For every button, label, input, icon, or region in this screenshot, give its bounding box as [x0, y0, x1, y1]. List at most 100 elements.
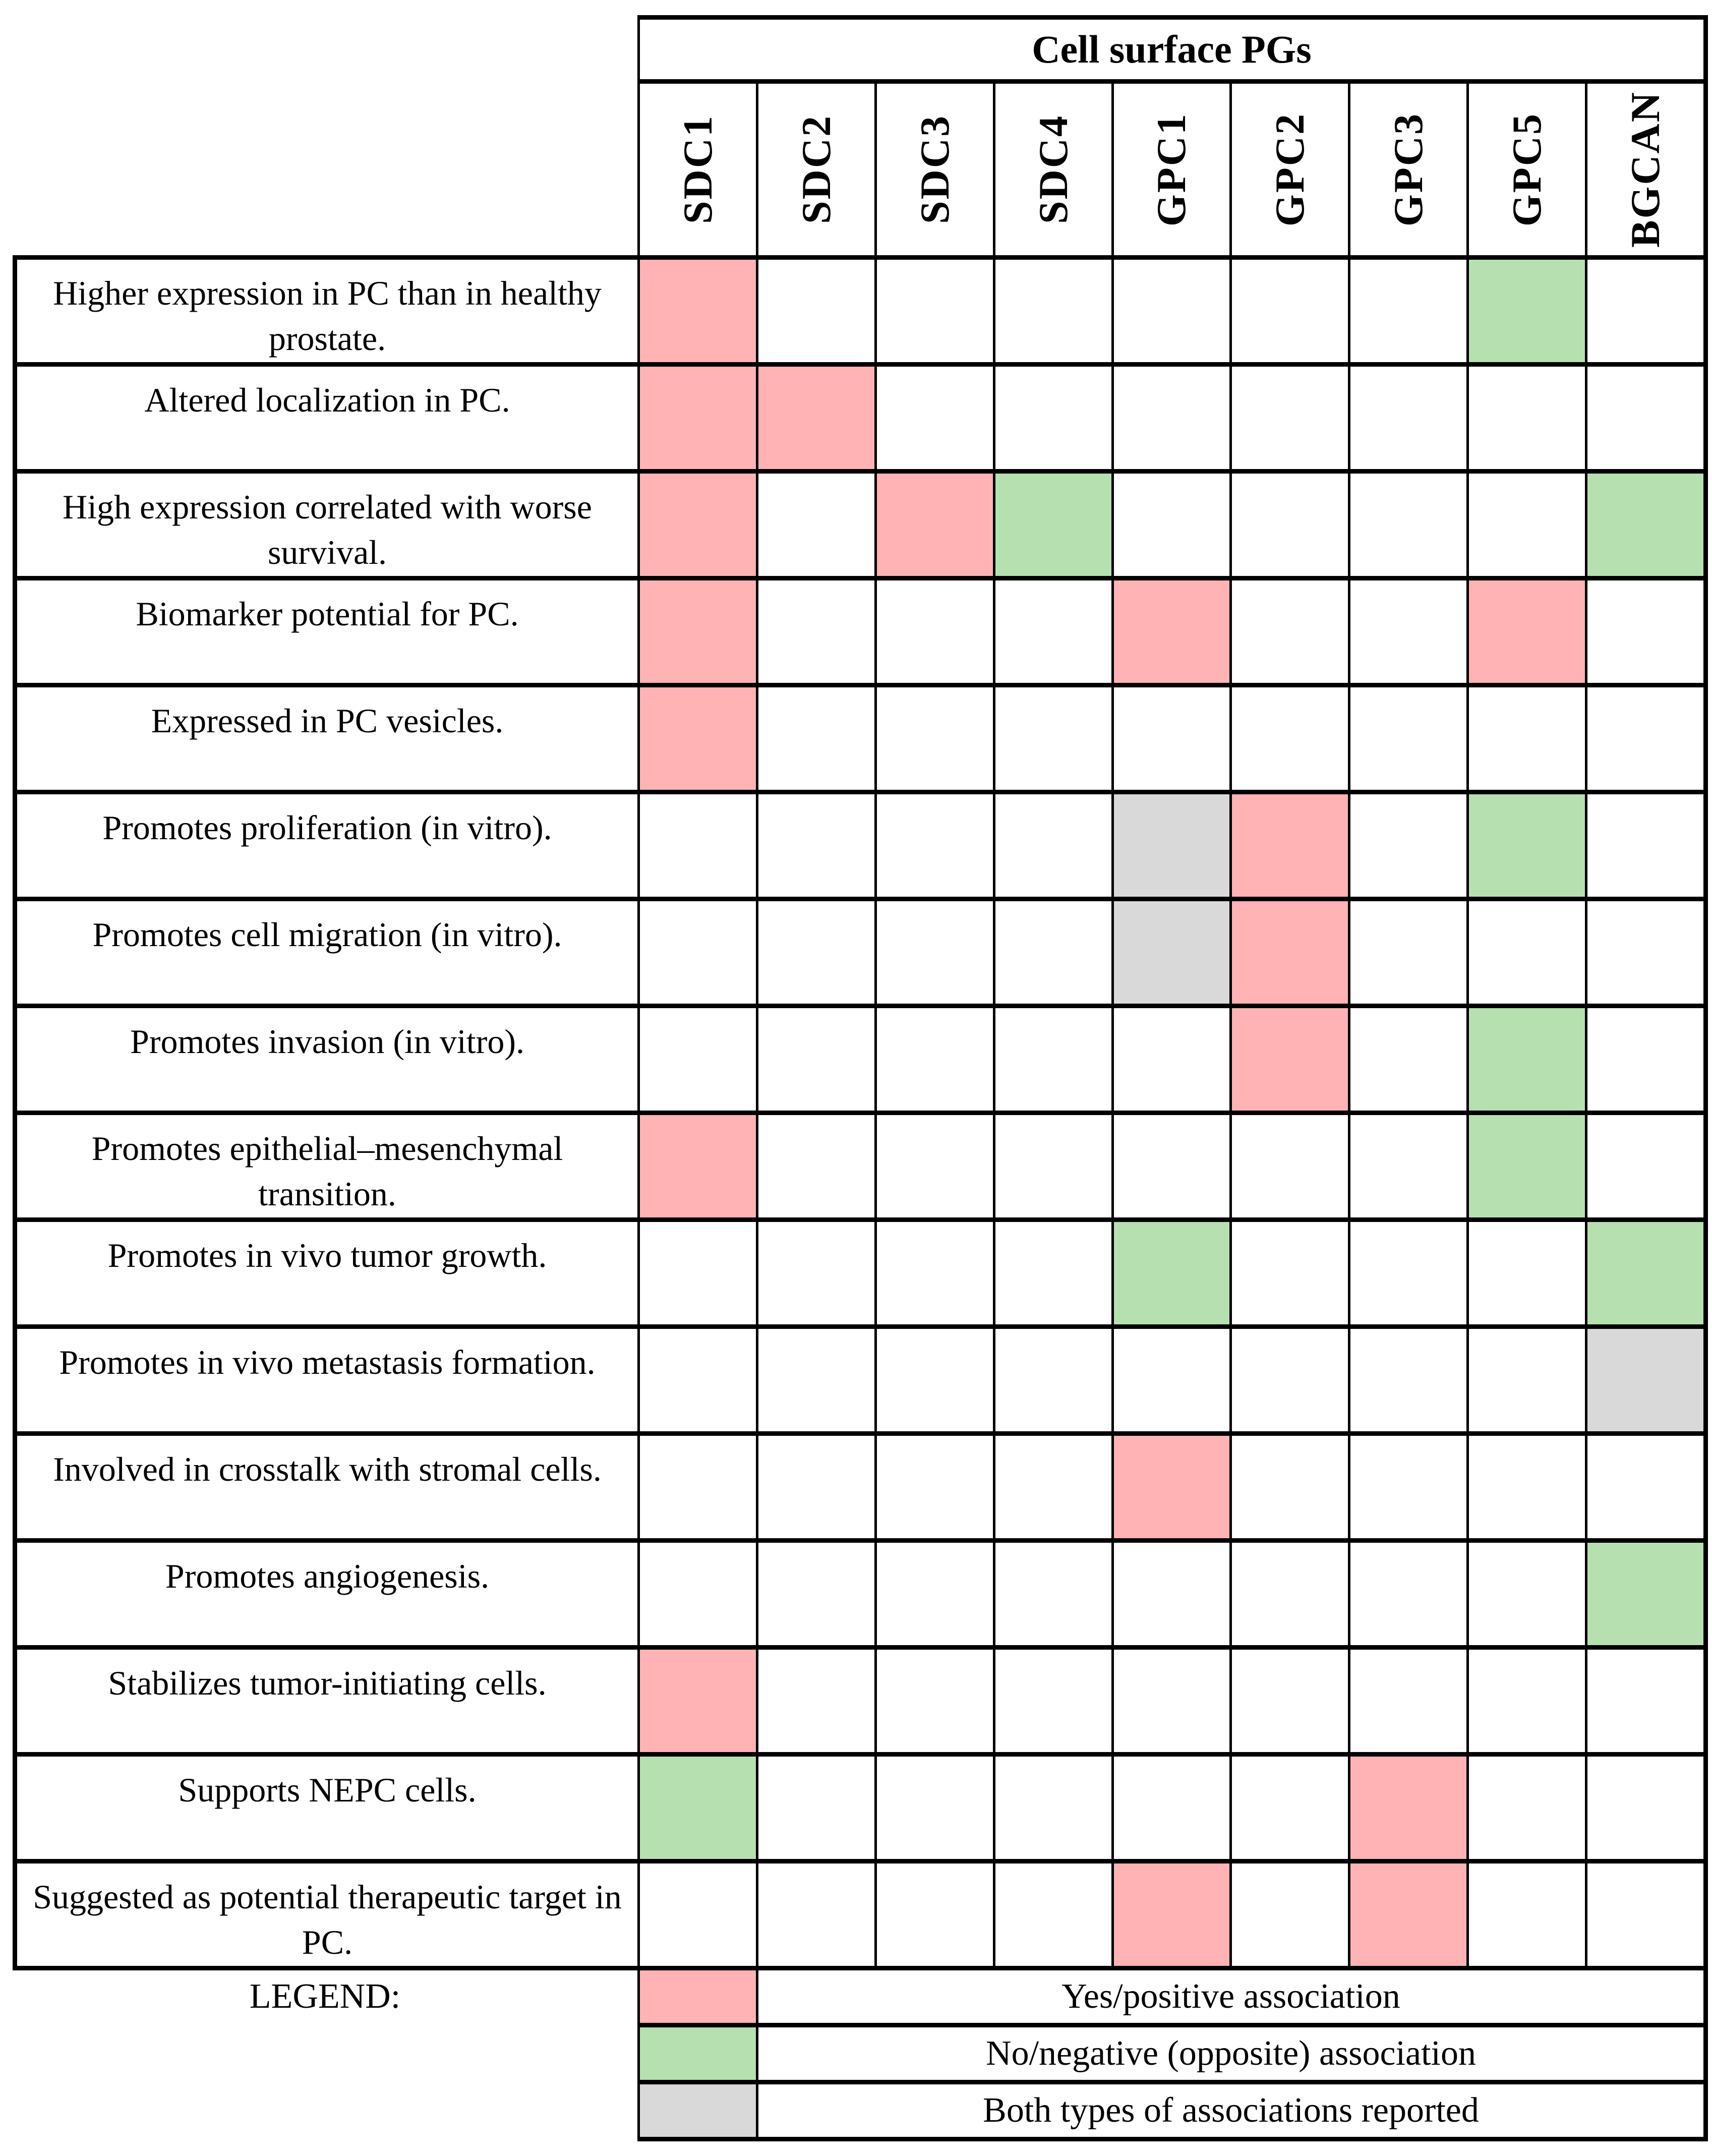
matrix-cell-gpc1	[1113, 1543, 1230, 1645]
matrix-cell-sdc2	[758, 474, 874, 576]
matrix-cell-sdc1	[640, 1757, 756, 1859]
matrix-cell-gpc1	[1113, 1115, 1230, 1217]
matrix-cell-gpc3	[1350, 901, 1467, 1004]
row-label-text: Higher expression in PC than in healthy …	[53, 274, 602, 358]
matrix-cell-gpc3	[1350, 474, 1467, 576]
matrix-cell-sdc1	[640, 260, 756, 362]
table-title: Cell surface PGs	[640, 20, 1703, 79]
row-label: Involved in crosstalk with stromal cells…	[17, 1436, 637, 1538]
column-header-gpc5: GPC5	[1469, 84, 1585, 255]
matrix-cell-gpc5	[1469, 367, 1585, 469]
matrix-cell-gpc1	[1113, 260, 1230, 362]
matrix-cell-gpc1	[1113, 474, 1230, 576]
matrix-cell-gpc5	[1469, 1863, 1585, 1966]
matrix-cell-gpc5	[1469, 794, 1585, 897]
matrix-cell-bgcan	[1587, 474, 1703, 576]
matrix-cell-bgcan	[1587, 1863, 1703, 1966]
matrix-cell-gpc2	[1232, 687, 1348, 790]
legend-swatch-both	[640, 2084, 756, 2137]
matrix-cell-sdc2	[758, 1008, 874, 1111]
matrix-cell-sdc1	[640, 1008, 756, 1111]
matrix-cell-gpc1	[1113, 1757, 1230, 1859]
matrix-cell-gpc3	[1350, 1222, 1467, 1324]
matrix-cell-gpc3	[1350, 687, 1467, 790]
matrix-cell-sdc3	[876, 1863, 993, 1966]
matrix-cell-gpc2	[1232, 1436, 1348, 1538]
matrix-cell-gpc3	[1350, 1329, 1467, 1431]
matrix-cell-gpc1	[1113, 367, 1230, 469]
matrix-cell-sdc1	[640, 367, 756, 469]
matrix-cell-sdc1	[640, 687, 756, 790]
row-label: Suggested as potential therapeutic targe…	[17, 1863, 637, 1966]
matrix-cell-gpc2	[1232, 367, 1348, 469]
row-label: Promotes in vivo metastasis formation.	[17, 1329, 637, 1431]
matrix-cell-sdc2	[758, 367, 874, 469]
matrix-cell-gpc2	[1232, 1222, 1348, 1324]
matrix-cell-bgcan	[1587, 1650, 1703, 1752]
matrix-cell-sdc2	[758, 1329, 874, 1431]
matrix-cell-gpc5	[1469, 1436, 1585, 1538]
row-label: Stabilizes tumor-initiating cells.	[17, 1650, 637, 1752]
matrix-cell-sdc3	[876, 1436, 993, 1538]
column-header-gpc1: GPC1	[1113, 84, 1230, 255]
matrix-cell-sdc2	[758, 794, 874, 897]
matrix-cell-gpc1	[1113, 794, 1230, 897]
matrix-cell-bgcan	[1587, 1222, 1703, 1324]
matrix-cell-sdc4	[995, 687, 1111, 790]
matrix-cell-gpc5	[1469, 687, 1585, 790]
matrix-cell-gpc5	[1469, 580, 1585, 683]
matrix-cell-gpc1	[1113, 1863, 1230, 1966]
matrix-cell-gpc3	[1350, 1757, 1467, 1859]
matrix-cell-sdc3	[876, 580, 993, 683]
row-label: Promotes angiogenesis.	[17, 1543, 637, 1645]
matrix-cell-sdc3	[876, 901, 993, 1004]
matrix-cell-gpc2	[1232, 260, 1348, 362]
matrix-cell-sdc3	[876, 1222, 993, 1324]
matrix-cell-sdc4	[995, 901, 1111, 1004]
matrix-cell-gpc1	[1113, 1436, 1230, 1538]
matrix-cell-sdc1	[640, 1650, 756, 1752]
row-label: Promotes invasion (in vitro).	[17, 1008, 637, 1111]
matrix-cell-gpc3	[1350, 794, 1467, 897]
matrix-cell-sdc4	[995, 1115, 1111, 1217]
row-label: Biomarker potential for PC.	[17, 580, 637, 683]
matrix-cell-gpc3	[1350, 1863, 1467, 1966]
matrix-cell-sdc3	[876, 1329, 993, 1431]
matrix-cell-sdc2	[758, 260, 874, 362]
column-header-label: GPC3	[1385, 112, 1432, 227]
matrix-cell-sdc2	[758, 580, 874, 683]
row-label-text: Promotes angiogenesis.	[165, 1557, 490, 1595]
column-header-sdc1: SDC1	[640, 84, 756, 255]
matrix-cell-sdc1	[640, 1222, 756, 1324]
column-header-label: GPC1	[1148, 112, 1195, 227]
matrix-cell-sdc4	[995, 1436, 1111, 1538]
matrix-cell-sdc3	[876, 1757, 993, 1859]
matrix-cell-gpc2	[1232, 1008, 1348, 1111]
matrix-cell-sdc1	[640, 580, 756, 683]
matrix-cell-bgcan	[1587, 1757, 1703, 1859]
column-header-sdc4: SDC4	[995, 84, 1111, 255]
matrix-cell-sdc3	[876, 794, 993, 897]
matrix-cell-gpc2	[1232, 794, 1348, 897]
column-header-label: SDC1	[674, 114, 721, 224]
matrix-cell-sdc3	[876, 1543, 993, 1645]
column-header-label: BGCAN	[1622, 91, 1669, 248]
matrix-cell-bgcan	[1587, 367, 1703, 469]
row-label-text: Promotes in vivo tumor growth.	[107, 1236, 547, 1274]
matrix-cell-bgcan	[1587, 580, 1703, 683]
matrix-cell-gpc2	[1232, 901, 1348, 1004]
matrix-cell-gpc1	[1113, 1222, 1230, 1324]
matrix-cell-sdc2	[758, 687, 874, 790]
row-label-text: Altered localization in PC.	[144, 381, 510, 419]
matrix-cell-sdc3	[876, 474, 993, 576]
legend-section: LEGEND: Yes/positive association No/negat…	[13, 1970, 1708, 2141]
matrix-cell-bgcan	[1587, 1543, 1703, 1645]
matrix-cell-gpc5	[1469, 1650, 1585, 1752]
matrix-cell-sdc1	[640, 1863, 756, 1966]
matrix-cell-gpc3	[1350, 1008, 1467, 1111]
matrix-cell-gpc3	[1350, 1650, 1467, 1752]
column-header-gpc3: GPC3	[1350, 84, 1467, 255]
table-header: Cell surface PGs SDC1 SDC2 SDC3 SDC4 GPC1 GPC…	[637, 15, 1708, 255]
matrix-cell-gpc3	[1350, 1543, 1467, 1645]
matrix-cell-gpc5	[1469, 1008, 1585, 1111]
